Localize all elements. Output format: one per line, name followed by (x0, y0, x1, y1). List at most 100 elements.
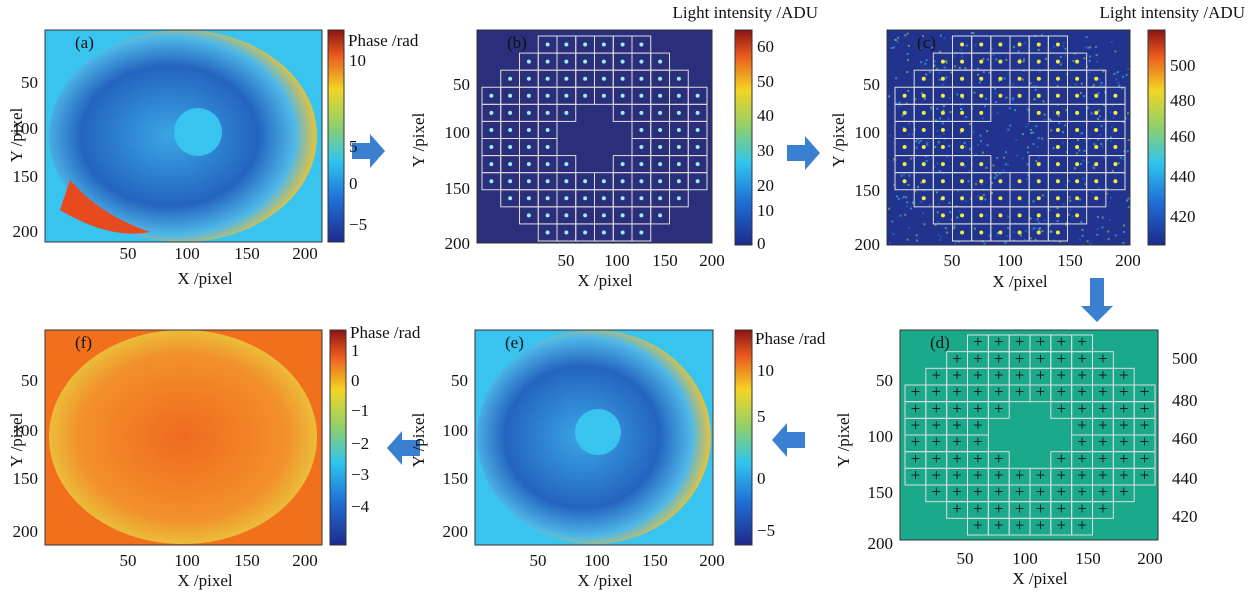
spot (941, 196, 945, 200)
spot (979, 77, 983, 81)
spot (979, 213, 983, 217)
noise (940, 236, 942, 238)
x-tick-label: 100 (174, 244, 200, 263)
arrow (787, 136, 820, 170)
noise (1089, 55, 1091, 57)
spot (602, 213, 606, 217)
spot (960, 145, 964, 149)
spot (922, 162, 926, 166)
noise (977, 74, 979, 76)
spot (621, 77, 625, 81)
noise (930, 109, 932, 111)
spot (922, 94, 926, 98)
noise (1022, 79, 1024, 81)
noise (986, 144, 988, 146)
noise (946, 156, 948, 158)
noise (1032, 132, 1034, 134)
x-tick-label: 200 (292, 551, 318, 570)
noise (964, 67, 966, 69)
spot (922, 196, 926, 200)
noise (1008, 73, 1010, 75)
x-tick-label: 150 (1057, 251, 1083, 270)
noise (920, 201, 922, 203)
noise (1115, 234, 1117, 236)
noise (923, 223, 925, 225)
noise (1007, 129, 1009, 131)
colorbar-tick-label: 460 (1170, 127, 1196, 146)
noise (1102, 226, 1104, 228)
spot (527, 94, 531, 98)
noise (1030, 218, 1032, 220)
noise (945, 60, 947, 62)
spot (1075, 77, 1079, 81)
noise (1100, 84, 1102, 86)
spot (602, 43, 606, 47)
spot (658, 145, 662, 149)
spot (979, 94, 983, 98)
spot (527, 162, 531, 166)
spot (639, 162, 643, 166)
centroid: + (1056, 516, 1066, 535)
noise (1069, 209, 1071, 211)
noise (966, 45, 968, 47)
spot (922, 77, 926, 81)
spot (1113, 128, 1117, 132)
centroid: + (1119, 482, 1129, 501)
panel-label: (b) (507, 33, 527, 52)
spot (1018, 94, 1022, 98)
noise (1069, 200, 1071, 202)
noise (1097, 216, 1099, 218)
spot (1075, 145, 1079, 149)
noise (1096, 61, 1098, 63)
noise (1097, 228, 1099, 230)
x-axis-label: X /pixel (177, 269, 233, 288)
spot (546, 230, 550, 234)
noise (1005, 97, 1007, 99)
noise (1087, 47, 1089, 49)
noise (1081, 132, 1083, 134)
noise (1030, 129, 1032, 131)
colorbar-tick-label: 440 (1170, 167, 1196, 186)
spot (979, 230, 983, 234)
noise (1013, 231, 1015, 233)
spot (1056, 43, 1060, 47)
noise (1072, 216, 1074, 218)
noise (915, 140, 917, 142)
y-tick-label: 200 (13, 222, 39, 241)
noise (996, 234, 998, 236)
noise (934, 146, 936, 148)
noise (1102, 146, 1104, 148)
noise (1098, 92, 1100, 94)
noise (927, 144, 929, 146)
noise (916, 147, 918, 149)
noise (920, 61, 922, 63)
spot (639, 77, 643, 81)
spot (941, 179, 945, 183)
noise (953, 55, 955, 57)
spot (1037, 162, 1041, 166)
noise (981, 183, 983, 185)
noise (908, 175, 910, 177)
colorbar-tick-label: 60 (757, 37, 774, 56)
y-tick-label: 200 (868, 534, 894, 553)
noise (1065, 184, 1067, 186)
spot (489, 111, 493, 115)
noise (1033, 227, 1035, 229)
noise (1014, 109, 1016, 111)
noise (1089, 46, 1091, 48)
noise (1096, 54, 1098, 56)
noise (1072, 60, 1074, 62)
noise (1036, 146, 1038, 148)
noise (1032, 143, 1034, 145)
noise (1064, 124, 1066, 126)
spot (508, 145, 512, 149)
y-axis-label: Y /pixel (409, 112, 428, 167)
spot (639, 111, 643, 115)
spot (564, 213, 568, 217)
noise (1083, 57, 1085, 59)
spot (583, 60, 587, 64)
noise (1120, 157, 1122, 159)
noise (1007, 164, 1009, 166)
centroid: + (1140, 466, 1150, 485)
spot (1075, 162, 1079, 166)
